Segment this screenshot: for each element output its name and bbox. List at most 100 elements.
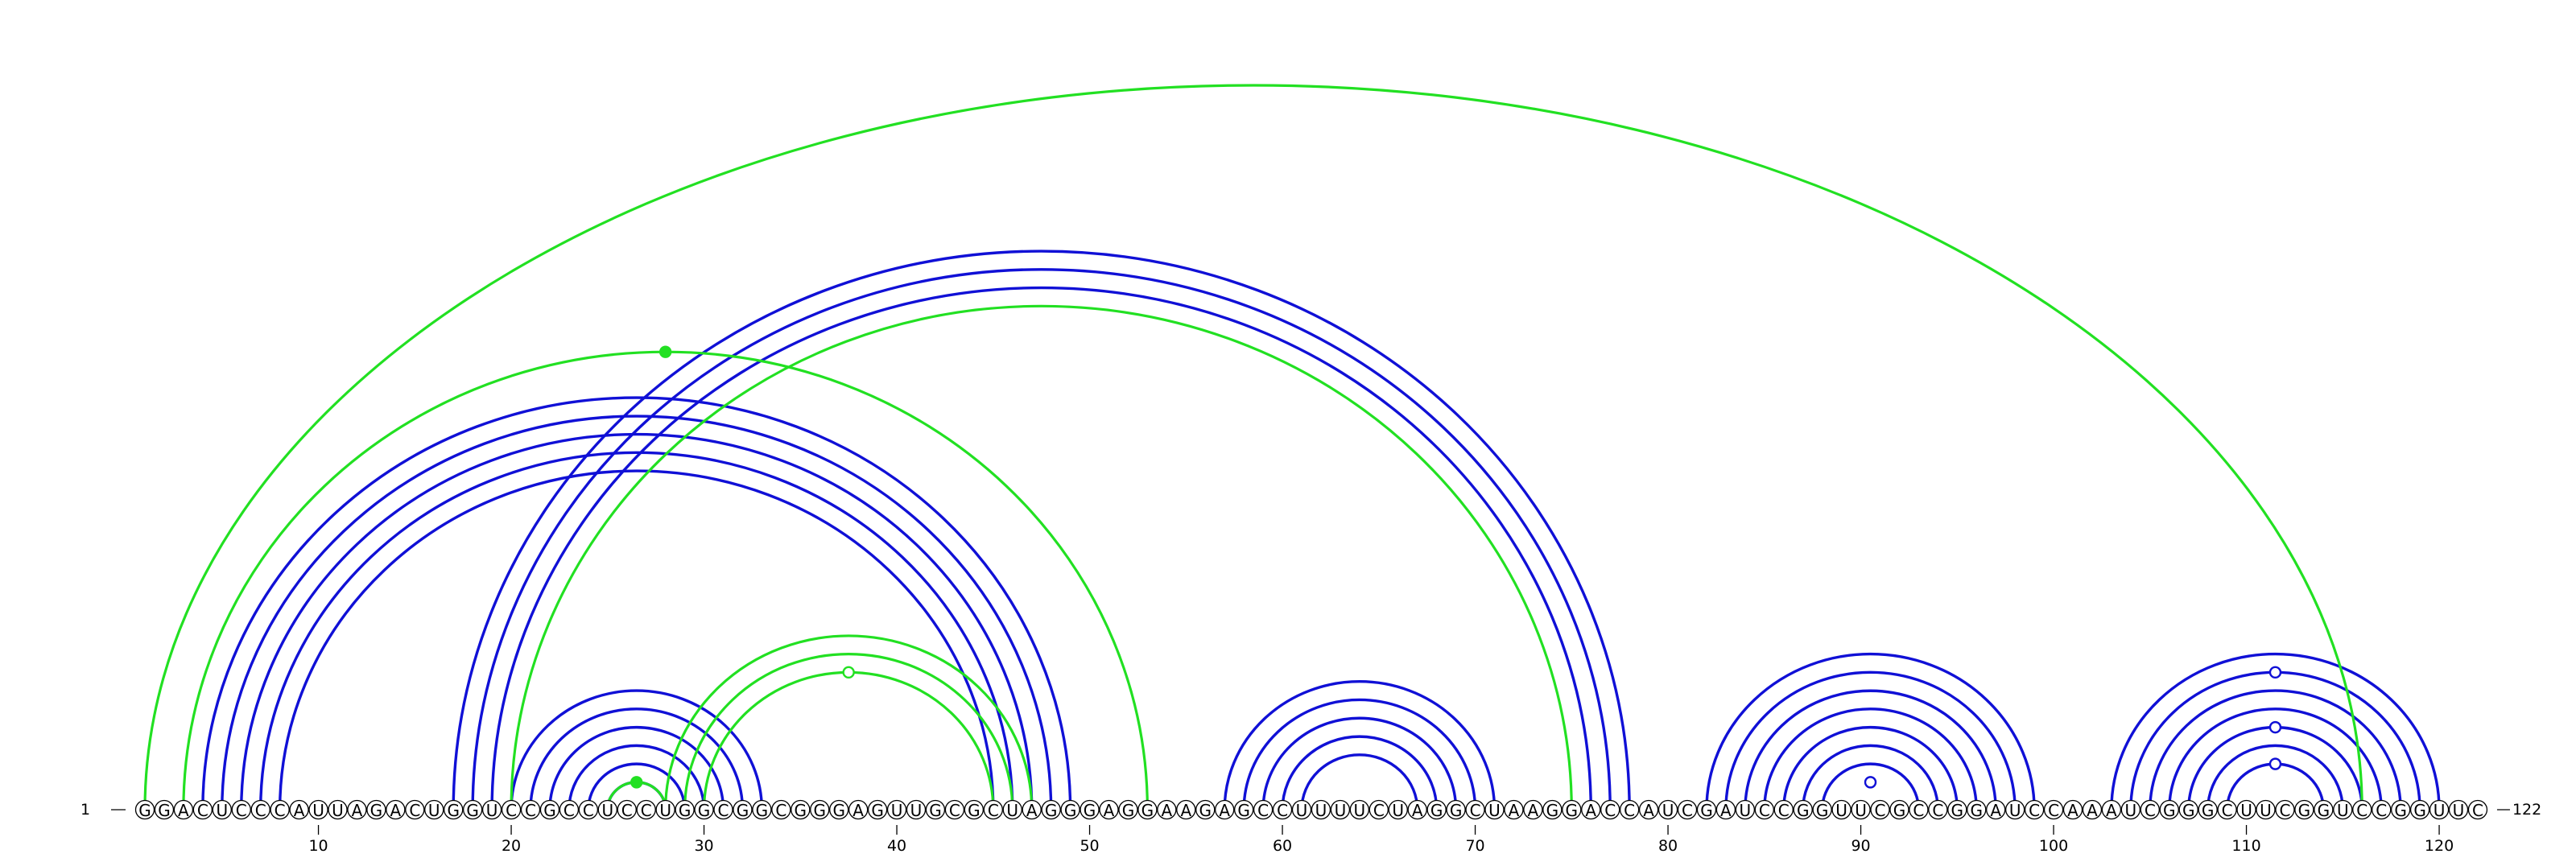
nucleotide-48: G: [1041, 799, 1061, 820]
nucleotide-circle: [2409, 799, 2430, 820]
nucleotide-56: G: [1195, 799, 1216, 820]
nucleotide-letter: G: [679, 801, 691, 820]
nucleotide-92: G: [1889, 799, 1909, 820]
nucleotide-circle: [2448, 799, 2469, 820]
nucleotide-circle: [2314, 799, 2334, 820]
nucleotide-letter: G: [138, 801, 151, 820]
nucleotide-letter: A: [294, 801, 305, 820]
nucleotide-letter: G: [1566, 801, 1579, 820]
nucleotide-letter: A: [1720, 801, 1732, 820]
nucleotide-118: G: [2390, 799, 2411, 820]
nucleotide-circle: [539, 799, 560, 820]
nucleotide-119: G: [2409, 799, 2430, 820]
nucleotide-circle: [1600, 799, 1620, 820]
nucleotide-10: U: [308, 799, 328, 820]
nucleotide-letter: C: [2048, 801, 2059, 820]
nucleotide-letter: A: [1643, 801, 1654, 820]
nucleotide-circle: [1773, 799, 1794, 820]
nucleotide-circle: [1176, 799, 1196, 820]
nucleotide-letter: G: [1141, 801, 1154, 820]
nucleotide-circle: [1002, 799, 1022, 820]
nucleotide-circle: [1137, 799, 1158, 820]
nucleotide-circle: [308, 799, 328, 820]
nucleotide-73: A: [1523, 799, 1543, 820]
arc-24-29: [587, 762, 687, 811]
nucleotide-circle: [2159, 799, 2179, 820]
nucleotide-110: U: [2236, 799, 2256, 820]
nucleotide-1: G: [134, 799, 155, 820]
nucleotide-letter: G: [756, 801, 769, 820]
arc-29-46: [683, 653, 1014, 811]
nucleotide-circle: [2198, 799, 2218, 820]
nucleotide-circle: [1542, 799, 1563, 820]
nucleotide-21: C: [520, 799, 541, 820]
arc-83-98: [1724, 670, 2017, 811]
nucleotide-letter: U: [216, 801, 228, 820]
nucleotide-letter: G: [370, 801, 383, 820]
nucleotide-4: C: [192, 799, 213, 820]
nucleotide-35: G: [791, 799, 811, 820]
nucleotide-87: G: [1793, 799, 1813, 820]
nucleotide-50: G: [1080, 799, 1100, 820]
nucleotide-99: C: [2024, 799, 2045, 820]
nucleotide-52: G: [1118, 799, 1138, 820]
nucleotide-letter: A: [1104, 801, 1115, 820]
nucleotide-letter: U: [601, 801, 613, 820]
nucleotide-circle: [771, 799, 791, 820]
nucleotide-circle: [1696, 799, 1717, 820]
nucleotide-letter: C: [2222, 801, 2233, 820]
nucleotide-circle: [906, 799, 927, 820]
nucleotide-68: G: [1426, 799, 1447, 820]
nucleotide-letter: A: [1509, 801, 1520, 820]
nucleotide-7: C: [250, 799, 270, 820]
nucleotide-55: A: [1176, 799, 1196, 820]
nucleotide-letter: C: [1373, 801, 1385, 820]
nucleotide-letter: G: [1122, 801, 1135, 820]
nucleotide-74: G: [1542, 799, 1563, 820]
nucleotide-circle: [867, 799, 888, 820]
arc-8-45: [278, 469, 995, 811]
arc-61-67: [1300, 753, 1419, 811]
nucleotide-circle: [1157, 799, 1177, 820]
nucleotide-circle: [2120, 799, 2141, 820]
nucleotide-letter: C: [718, 801, 729, 820]
marker-3-53: [658, 345, 672, 358]
nucleotide-117: C: [2372, 799, 2392, 820]
nucleotide-letter: U: [332, 801, 344, 820]
nucleotide-circle: [848, 799, 869, 820]
nucleotide-letter: U: [2240, 801, 2252, 820]
nucleotide-letter: G: [2182, 801, 2195, 820]
nucleotide-letter: C: [1682, 801, 1693, 820]
nucleotide-86: C: [1773, 799, 1794, 820]
nucleotide-36: G: [810, 799, 830, 820]
arc-21-32: [529, 707, 745, 811]
nucleotide-circle: [2217, 799, 2237, 820]
nucleotide-103: A: [2101, 799, 2122, 820]
nucleotide-113: G: [2294, 799, 2314, 820]
marker-30-45: [842, 666, 855, 679]
nucleotide-letter: U: [2125, 801, 2137, 820]
nucleotide-letter: C: [1470, 801, 1481, 820]
nucleotide-letter: G: [1430, 801, 1443, 820]
nucleotide-circle: [597, 799, 617, 820]
nucleotide-circle: [1715, 799, 1736, 820]
nucleotide-letter: U: [1315, 801, 1327, 820]
nucleotide-93: C: [1909, 799, 1929, 820]
nucleotide-letter: A: [1990, 801, 2001, 820]
nucleotide-letter: C: [2376, 801, 2387, 820]
nucleotide-95: G: [1947, 799, 1967, 820]
nucleotide-circle: [1060, 799, 1080, 820]
nucleotide-letter: A: [1412, 801, 1423, 820]
nucleotide-53: G: [1137, 799, 1158, 820]
nucleotide-circle: [1234, 799, 1254, 820]
nucleotide-circle: [134, 799, 155, 820]
base-pair-arcs: [145, 85, 2441, 811]
nucleotide-14: A: [386, 799, 406, 820]
nucleotide-120: U: [2429, 799, 2450, 820]
nucleotide-67: A: [1407, 799, 1427, 820]
nucleotide-105: C: [2140, 799, 2160, 820]
nucleotide-57: A: [1215, 799, 1235, 820]
nucleotide-circle: [1215, 799, 1235, 820]
nucleotide-letter: G: [2318, 801, 2330, 820]
nucleotide-letter: G: [543, 801, 556, 820]
